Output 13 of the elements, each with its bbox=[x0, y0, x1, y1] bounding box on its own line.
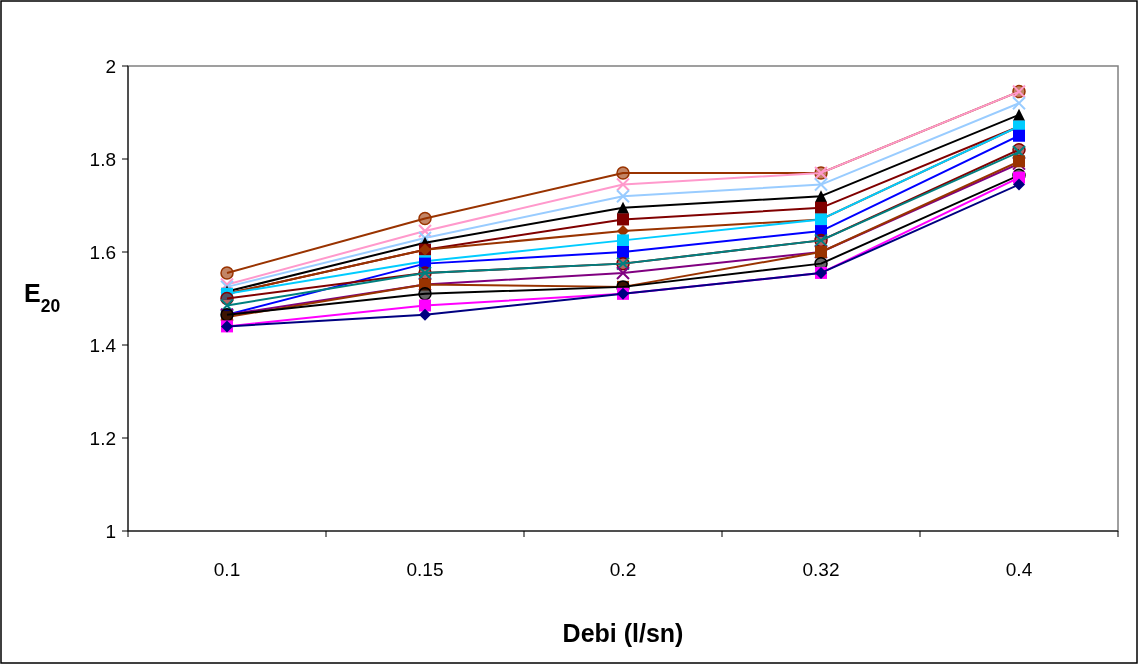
y-tick-label: 1.2 bbox=[89, 427, 116, 449]
y-tick-label: 1.8 bbox=[89, 148, 116, 170]
x-axis-title: Debi (l/sn) bbox=[562, 619, 684, 647]
y-tick-label: 2 bbox=[105, 55, 116, 77]
x-tick-label: 0.32 bbox=[802, 559, 840, 580]
x-tick-label: 0.2 bbox=[609, 559, 637, 580]
x-tick-label: 0.1 bbox=[213, 559, 241, 580]
y-tick-label: 1.6 bbox=[89, 241, 116, 263]
y-tick-label: 1 bbox=[105, 520, 116, 542]
y-tick-label: 1.4 bbox=[89, 334, 117, 356]
y-axis-title: E$_{20}$ bbox=[24, 279, 61, 316]
x-tick-label: 0.4 bbox=[1005, 559, 1033, 580]
x-tick-label: 0.15 bbox=[406, 559, 444, 580]
